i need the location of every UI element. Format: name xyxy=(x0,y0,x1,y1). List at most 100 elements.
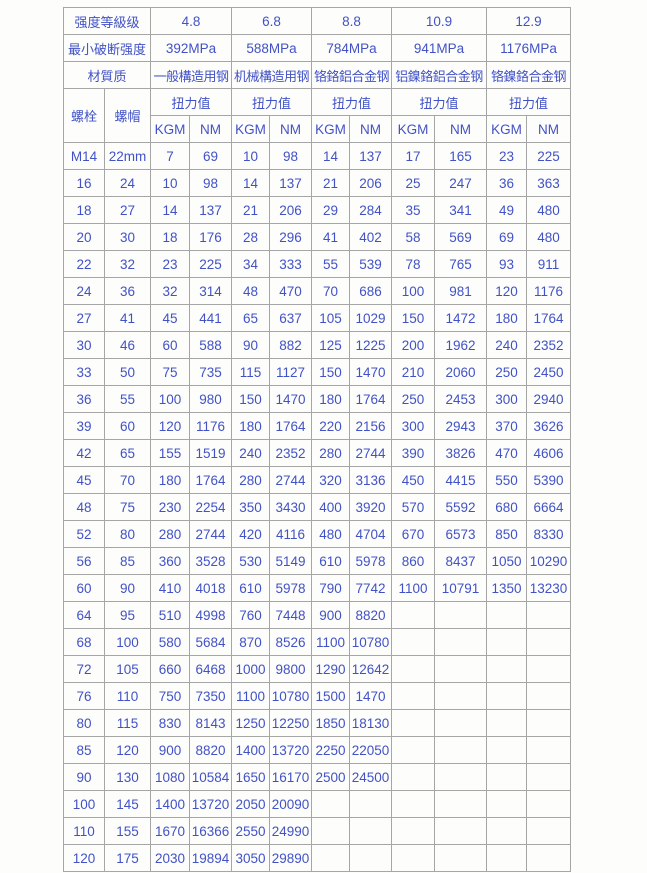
torque-value-cell xyxy=(486,709,527,737)
torque-value-cell: 390 xyxy=(391,439,435,467)
kgm-unit-header: KGM xyxy=(231,115,270,143)
torque-value-cell: 3136 xyxy=(349,466,392,494)
torque-value-cell xyxy=(526,709,571,737)
torque-value-cell: 333 xyxy=(269,250,312,278)
torque-value-cell xyxy=(434,709,487,737)
torque-value-cell: 7350 xyxy=(189,682,232,710)
torque-value-cell: 5978 xyxy=(349,547,392,575)
torque-value-cell: 3626 xyxy=(526,412,571,440)
torque-value-cell: 1400 xyxy=(150,790,190,818)
torque-value-cell: 165 xyxy=(434,142,487,170)
torque-value-cell xyxy=(391,817,435,845)
torque-value-cell: 296 xyxy=(269,223,312,251)
torque-value-cell: 610 xyxy=(231,574,270,602)
nut-size-cell: 100 xyxy=(104,628,151,656)
table-row: 68 100 580 5684 870 8526 1100 10780 xyxy=(63,628,571,656)
torque-value-cell: 10791 xyxy=(434,574,487,602)
torque-value-cell: 320 xyxy=(311,466,350,494)
torque-header-row: 螺栓 螺帽 扭力值 扭力值 扭力值 扭力值 扭力值 xyxy=(63,88,571,143)
torque-value-cell: 870 xyxy=(231,628,270,656)
bolt-size-cell: 68 xyxy=(63,628,105,656)
torque-value-cell: 2060 xyxy=(434,358,487,386)
torque-value-cell: 34 xyxy=(231,250,270,278)
torque-value-cell xyxy=(486,790,527,818)
bolt-size-cell: 100 xyxy=(63,790,105,818)
torque-value-cell: 1500 xyxy=(311,682,350,710)
torque-value-cell: 225 xyxy=(189,250,232,278)
torque-value-cell: 4018 xyxy=(189,574,232,602)
torque-value-cell xyxy=(486,655,527,683)
torque-value-cell: 314 xyxy=(189,277,232,305)
torque-value-cell: 400 xyxy=(311,493,350,521)
table-row: 80 115 830 8143 1250 12250 1850 18130 xyxy=(63,709,571,737)
torque-value-cell: 402 xyxy=(349,223,392,251)
torque-value-cell: 137 xyxy=(269,169,312,197)
bolt-column-header: 螺栓 xyxy=(63,88,105,143)
torque-value-cell: 176 xyxy=(189,223,232,251)
torque-value-cell: 735 xyxy=(189,358,232,386)
torque-value-cell: 1127 xyxy=(269,358,312,386)
table-row: 24 36 32 314 48 470 70 686 100 981 120 1176 xyxy=(63,277,571,305)
torque-value-cell: 13230 xyxy=(526,574,571,602)
nut-size-cell: 95 xyxy=(104,601,151,629)
torque-value-cell: 55 xyxy=(311,250,350,278)
breaking-strength-value: 588MPa xyxy=(231,34,312,62)
nut-size-cell: 22mm xyxy=(104,142,151,170)
nut-size-cell: 50 xyxy=(104,358,151,386)
table-row: 33 50 75 735 115 1127 150 1470 210 2060 250 2450 xyxy=(63,358,571,386)
torque-value-cell: 900 xyxy=(150,736,190,764)
bolt-size-cell: 72 xyxy=(63,655,105,683)
nut-size-cell: 46 xyxy=(104,331,151,359)
torque-value-cell: 2050 xyxy=(231,790,270,818)
torque-value-cell xyxy=(486,601,527,629)
torque-value-cell: 3920 xyxy=(349,493,392,521)
torque-value-cell: 58 xyxy=(391,223,435,251)
table-row: 56 85 360 3528 530 5149 610 5978 860 8437 1050 1029… xyxy=(63,547,571,575)
torque-value-cell: 2940 xyxy=(526,385,571,413)
nm-unit-header: NM xyxy=(189,115,232,143)
torque-value-cell: 10 xyxy=(231,142,270,170)
torque-value-cell: 280 xyxy=(150,520,190,548)
torque-value-cell: 5149 xyxy=(269,547,312,575)
nut-size-cell: 85 xyxy=(104,547,151,575)
bolt-size-cell: 39 xyxy=(63,412,105,440)
torque-value-cell: 480 xyxy=(526,223,571,251)
torque-value-cell xyxy=(391,601,435,629)
torque-value-cell: 247 xyxy=(434,169,487,197)
torque-value-cell: 370 xyxy=(486,412,527,440)
torque-value-cell: 28 xyxy=(231,223,270,251)
torque-value-cell xyxy=(311,817,350,845)
torque-value-cell: 240 xyxy=(486,331,527,359)
torque-value-cell: 7448 xyxy=(269,601,312,629)
breaking-strength-value: 392MPa xyxy=(150,34,232,62)
torque-value-cell: 2500 xyxy=(311,763,350,791)
torque-value-cell xyxy=(486,682,527,710)
torque-value-cell xyxy=(349,790,392,818)
torque-value-cell: 14 xyxy=(150,196,190,224)
torque-value-cell: 2030 xyxy=(150,844,190,872)
torque-value-cell xyxy=(391,790,435,818)
torque-value-cell: 23 xyxy=(486,142,527,170)
torque-value-cell: 750 xyxy=(150,682,190,710)
torque-value-cell: 1050 xyxy=(486,547,527,575)
torque-value-cell: 29890 xyxy=(269,844,312,872)
torque-value-cell: 1290 xyxy=(311,655,350,683)
nm-unit-header: NM xyxy=(269,115,312,143)
nut-size-cell: 32 xyxy=(104,250,151,278)
torque-value-cell: 8437 xyxy=(434,547,487,575)
torque-value-cell: 22050 xyxy=(349,736,392,764)
nut-size-cell: 145 xyxy=(104,790,151,818)
torque-value-cell: 90 xyxy=(231,331,270,359)
table-row: 18 27 14 137 21 206 29 284 35 341 49 480 xyxy=(63,196,571,224)
bolt-size-cell: 52 xyxy=(63,520,105,548)
torque-value-cell: 105 xyxy=(311,304,350,332)
torque-value-cell: 2744 xyxy=(189,520,232,548)
torque-value-cell: 10780 xyxy=(349,628,392,656)
torque-value-cell xyxy=(486,736,527,764)
torque-value-cell: 155 xyxy=(150,439,190,467)
torque-value-cell xyxy=(391,736,435,764)
torque-value-cell: 14 xyxy=(231,169,270,197)
torque-value-cell: 300 xyxy=(486,385,527,413)
torque-value-cell xyxy=(391,709,435,737)
torque-value-cell xyxy=(526,763,571,791)
